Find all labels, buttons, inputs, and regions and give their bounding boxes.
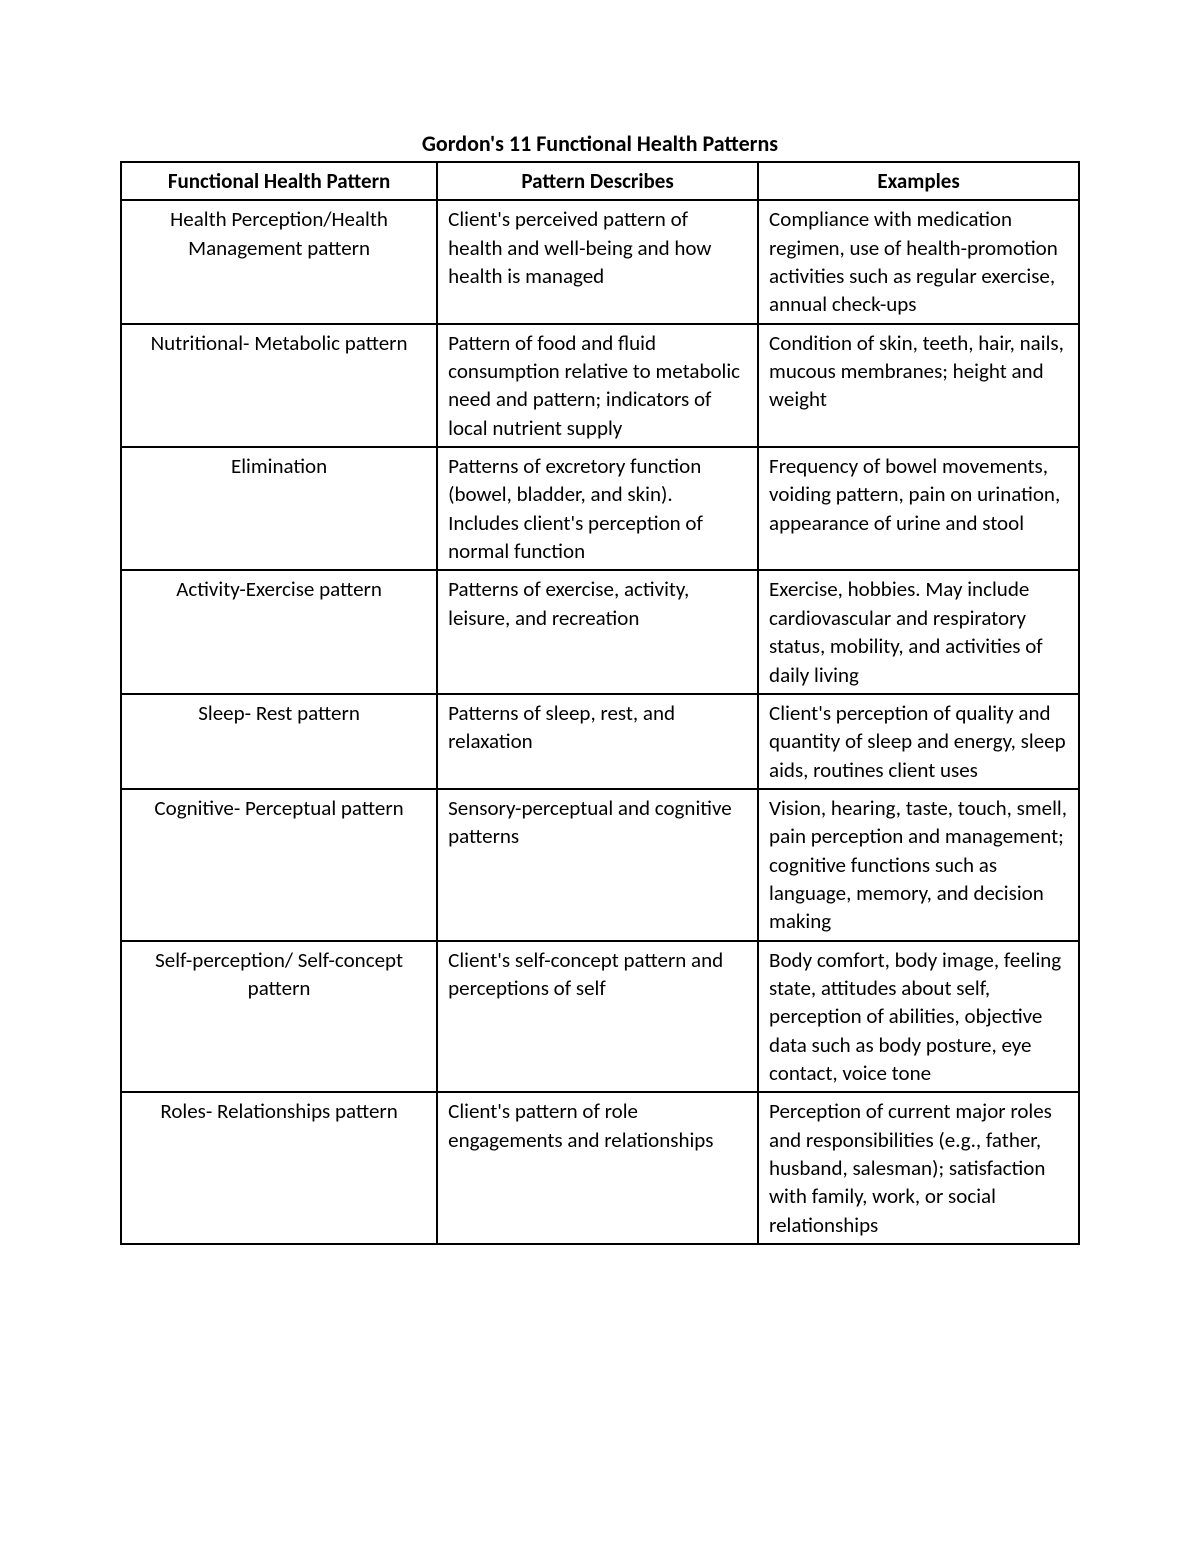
header-describes: Pattern Describes: [437, 162, 758, 200]
cell-describes: Pattern of food and fluid consumption re…: [437, 324, 758, 447]
table-row: Sleep- Rest pattern Patterns of sleep, r…: [121, 694, 1079, 789]
cell-examples: Frequency of bowel movements, voiding pa…: [758, 447, 1079, 570]
header-examples: Examples: [758, 162, 1079, 200]
table-row: Roles- Relationships pattern Client's pa…: [121, 1092, 1079, 1244]
table-row: Health Perception/Health Management patt…: [121, 200, 1079, 323]
cell-examples: Exercise, hobbies. May include cardiovas…: [758, 570, 1079, 693]
cell-describes: Client's perceived pattern of health and…: [437, 200, 758, 323]
cell-pattern: Self-perception/ Self-concept pattern: [121, 941, 437, 1093]
table-row: Nutritional- Metabolic pattern Pattern o…: [121, 324, 1079, 447]
cell-pattern: Elimination: [121, 447, 437, 570]
health-patterns-table: Functional Health Pattern Pattern Descri…: [120, 161, 1080, 1245]
cell-describes: Patterns of exercise, activity, leisure,…: [437, 570, 758, 693]
cell-examples: Compliance with medication regimen, use …: [758, 200, 1079, 323]
cell-examples: Perception of current major roles and re…: [758, 1092, 1079, 1244]
table-row: Cognitive- Perceptual pattern Sensory-pe…: [121, 789, 1079, 941]
cell-examples: Vision, hearing, taste, touch, smell, pa…: [758, 789, 1079, 941]
table-body: Health Perception/Health Management patt…: [121, 200, 1079, 1244]
cell-pattern: Nutritional- Metabolic pattern: [121, 324, 437, 447]
cell-describes: Patterns of excretory function (bowel, b…: [437, 447, 758, 570]
table-row: Activity-Exercise pattern Patterns of ex…: [121, 570, 1079, 693]
cell-pattern: Roles- Relationships pattern: [121, 1092, 437, 1244]
table-row: Elimination Patterns of excretory functi…: [121, 447, 1079, 570]
header-pattern: Functional Health Pattern: [121, 162, 437, 200]
cell-describes: Client's pattern of role engagements and…: [437, 1092, 758, 1244]
cell-examples: Body comfort, body image, feeling state,…: [758, 941, 1079, 1093]
cell-pattern: Health Perception/Health Management patt…: [121, 200, 437, 323]
cell-pattern: Sleep- Rest pattern: [121, 694, 437, 789]
cell-describes: Patterns of sleep, rest, and relaxation: [437, 694, 758, 789]
cell-examples: Client's perception of quality and quant…: [758, 694, 1079, 789]
table-row: Self-perception/ Self-concept pattern Cl…: [121, 941, 1079, 1093]
table-header-row: Functional Health Pattern Pattern Descri…: [121, 162, 1079, 200]
cell-pattern: Cognitive- Perceptual pattern: [121, 789, 437, 941]
cell-pattern: Activity-Exercise pattern: [121, 570, 437, 693]
document-title: Gordon's 11 Functional Health Patterns: [120, 130, 1080, 157]
cell-examples: Condition of skin, teeth, hair, nails, m…: [758, 324, 1079, 447]
cell-describes: Sensory-perceptual and cognitive pattern…: [437, 789, 758, 941]
cell-describes: Client's self-concept pattern and percep…: [437, 941, 758, 1093]
